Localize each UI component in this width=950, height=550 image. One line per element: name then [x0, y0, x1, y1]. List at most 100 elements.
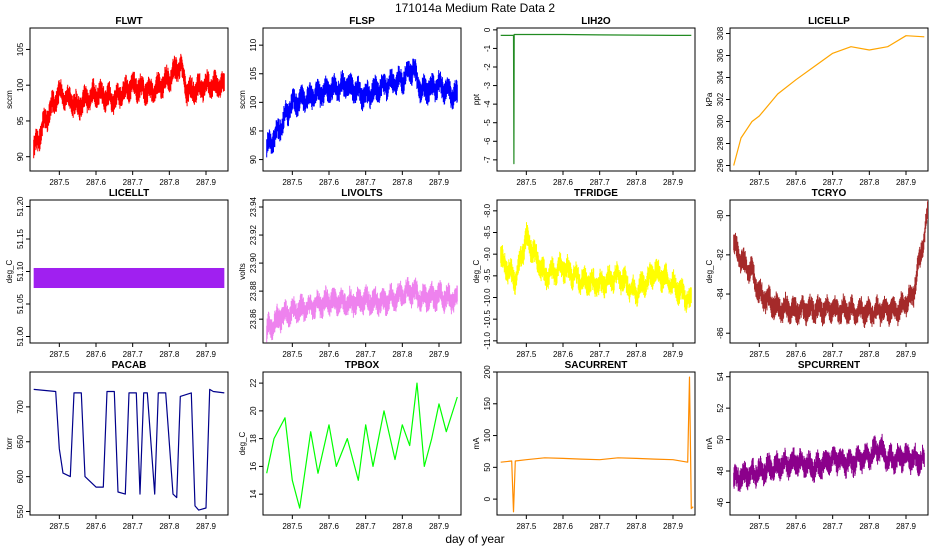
plot-frame — [262, 199, 462, 344]
y-tick-label: -8.0 — [483, 203, 492, 217]
x-tick-label: 287.5 — [516, 522, 537, 531]
panel-title: TFRIDGE — [574, 188, 618, 199]
y-tick-label: -84 — [716, 288, 725, 300]
x-tick-label: 287.9 — [429, 350, 450, 359]
x-tick-label: 287.7 — [590, 522, 611, 531]
x-tick-label: 287.9 — [196, 350, 217, 359]
series-group — [33, 267, 225, 289]
y-tick-label: -10.5 — [483, 309, 492, 328]
x-tick-label: 287.7 — [590, 350, 611, 359]
y-tick-label: -3 — [483, 81, 492, 89]
x-tick-label: 287.5 — [749, 178, 770, 187]
panel-pacab: PACAB 287.5 287.6 287.7 287.8 287.9 550 600 650 7… — [5, 360, 229, 531]
y-tick-label: -86 — [716, 327, 725, 339]
x-tick-label: 287.5 — [282, 350, 303, 359]
panel-tcryo: TCRYO 287.5 287.6 287.7 287.8 287.9 -80 -82 -84 -… — [705, 188, 929, 359]
panel-title: LIH2O — [581, 16, 611, 27]
plot-frame — [29, 27, 229, 172]
panel-title: PACAB — [112, 360, 147, 371]
y-tick-label: 150 — [483, 397, 492, 411]
x-tick-label: 287.5 — [49, 350, 70, 359]
x-tick-label: 287.7 — [590, 178, 611, 187]
panel-title: LICELLT — [109, 188, 149, 199]
series-group — [733, 200, 928, 328]
y-tick-label: -7 — [483, 156, 492, 164]
x-tick-label: 287.9 — [896, 522, 917, 531]
y-axis-label: deg_C — [705, 259, 714, 283]
y-tick-label: 51.00 — [16, 326, 25, 347]
x-tick-label: 287.7 — [123, 350, 144, 359]
x-tick-label: 287.6 — [319, 350, 340, 359]
y-tick-label: 51.05 — [16, 293, 25, 314]
y-tick-label: 100 — [16, 78, 25, 92]
plot-frame — [262, 27, 462, 172]
y-tick-label: 302 — [716, 92, 725, 106]
y-axis-label: sccm — [238, 90, 247, 109]
y-tick-label: 50 — [483, 462, 492, 471]
y-tick-label: 23.90 — [249, 253, 258, 274]
y-tick-label: 51.20 — [16, 196, 25, 217]
x-tick-label: 287.9 — [429, 522, 450, 531]
series-line — [33, 388, 225, 511]
y-tick-label: 200 — [483, 365, 492, 379]
x-tick-label: 287.8 — [859, 178, 880, 187]
series-group — [266, 58, 458, 158]
y-axis-label: deg_C — [472, 259, 481, 283]
series-group — [266, 382, 458, 509]
y-tick-label: -2 — [483, 63, 492, 71]
x-tick-label: 287.7 — [823, 178, 844, 187]
y-tick-label: 18 — [249, 434, 258, 443]
y-tick-label: 46 — [716, 497, 725, 506]
y-tick-label: 298 — [716, 136, 725, 150]
y-tick-label: 304 — [716, 70, 725, 84]
y-axis-label: mA — [705, 437, 714, 450]
plot-frame — [729, 27, 929, 172]
y-tick-label: 51.15 — [16, 228, 25, 249]
x-tick-label: 287.7 — [356, 350, 377, 359]
x-tick-label: 287.6 — [553, 350, 574, 359]
x-tick-label: 287.8 — [626, 522, 647, 531]
series-group — [33, 53, 225, 159]
series-line — [733, 433, 925, 492]
y-tick-label: -5 — [483, 119, 492, 127]
x-tick-label: 287.8 — [626, 178, 647, 187]
series-line — [733, 35, 925, 166]
y-tick-label: -10.0 — [483, 288, 492, 307]
x-tick-label: 287.7 — [123, 178, 144, 187]
x-tick-label: 287.6 — [86, 350, 107, 359]
panel-tfridge: TFRIDGE 287.5 287.6 287.7 287.8 287.9 -8.0 -8.5… — [472, 188, 696, 359]
panel-licellp: LICELLP 287.5 287.6 287.7 287.8 287.9 296 298 30… — [705, 16, 929, 187]
y-tick-label: 306 — [716, 48, 725, 62]
plot-frame — [496, 27, 696, 172]
panel-flwt: FLWT 287.5 287.6 287.7 287.8 287.9 90 95 100 105 s… — [5, 16, 229, 187]
y-tick-label: 100 — [483, 428, 492, 442]
y-tick-label: 51.10 — [16, 261, 25, 282]
x-tick-label: 287.8 — [859, 350, 880, 359]
series-group — [33, 388, 225, 511]
plot-frame — [496, 199, 696, 344]
series-line — [266, 277, 458, 343]
series-group — [733, 433, 925, 492]
x-tick-label: 287.8 — [859, 522, 880, 531]
panel-sacurrent: SACURRENT 287.5 287.6 287.7 287.8 287.9 0 50 100… — [472, 360, 696, 531]
x-tick-label: 287.8 — [159, 350, 180, 359]
series-line — [500, 376, 694, 513]
y-tick-label: 308 — [716, 26, 725, 40]
x-tick-label: 287.8 — [392, 350, 413, 359]
plot-frame — [496, 371, 696, 516]
x-tick-label: 287.9 — [429, 178, 450, 187]
y-tick-label: 0 — [483, 27, 492, 32]
y-tick-label: 48 — [716, 466, 725, 475]
y-axis-label: ppt — [472, 93, 481, 105]
y-tick-label: 90 — [16, 152, 25, 161]
y-tick-label: 22 — [249, 378, 258, 387]
figure-title: 171014a Medium Rate Data 2 — [395, 1, 555, 15]
x-tick-label: 287.7 — [823, 522, 844, 531]
y-axis-label: kPa — [705, 92, 714, 106]
x-tick-label: 287.9 — [663, 522, 684, 531]
x-tick-label: 287.6 — [786, 350, 807, 359]
x-tick-label: 287.8 — [626, 350, 647, 359]
x-tick-label: 287.8 — [392, 522, 413, 531]
x-tick-label: 287.5 — [749, 522, 770, 531]
series-group — [266, 277, 458, 343]
